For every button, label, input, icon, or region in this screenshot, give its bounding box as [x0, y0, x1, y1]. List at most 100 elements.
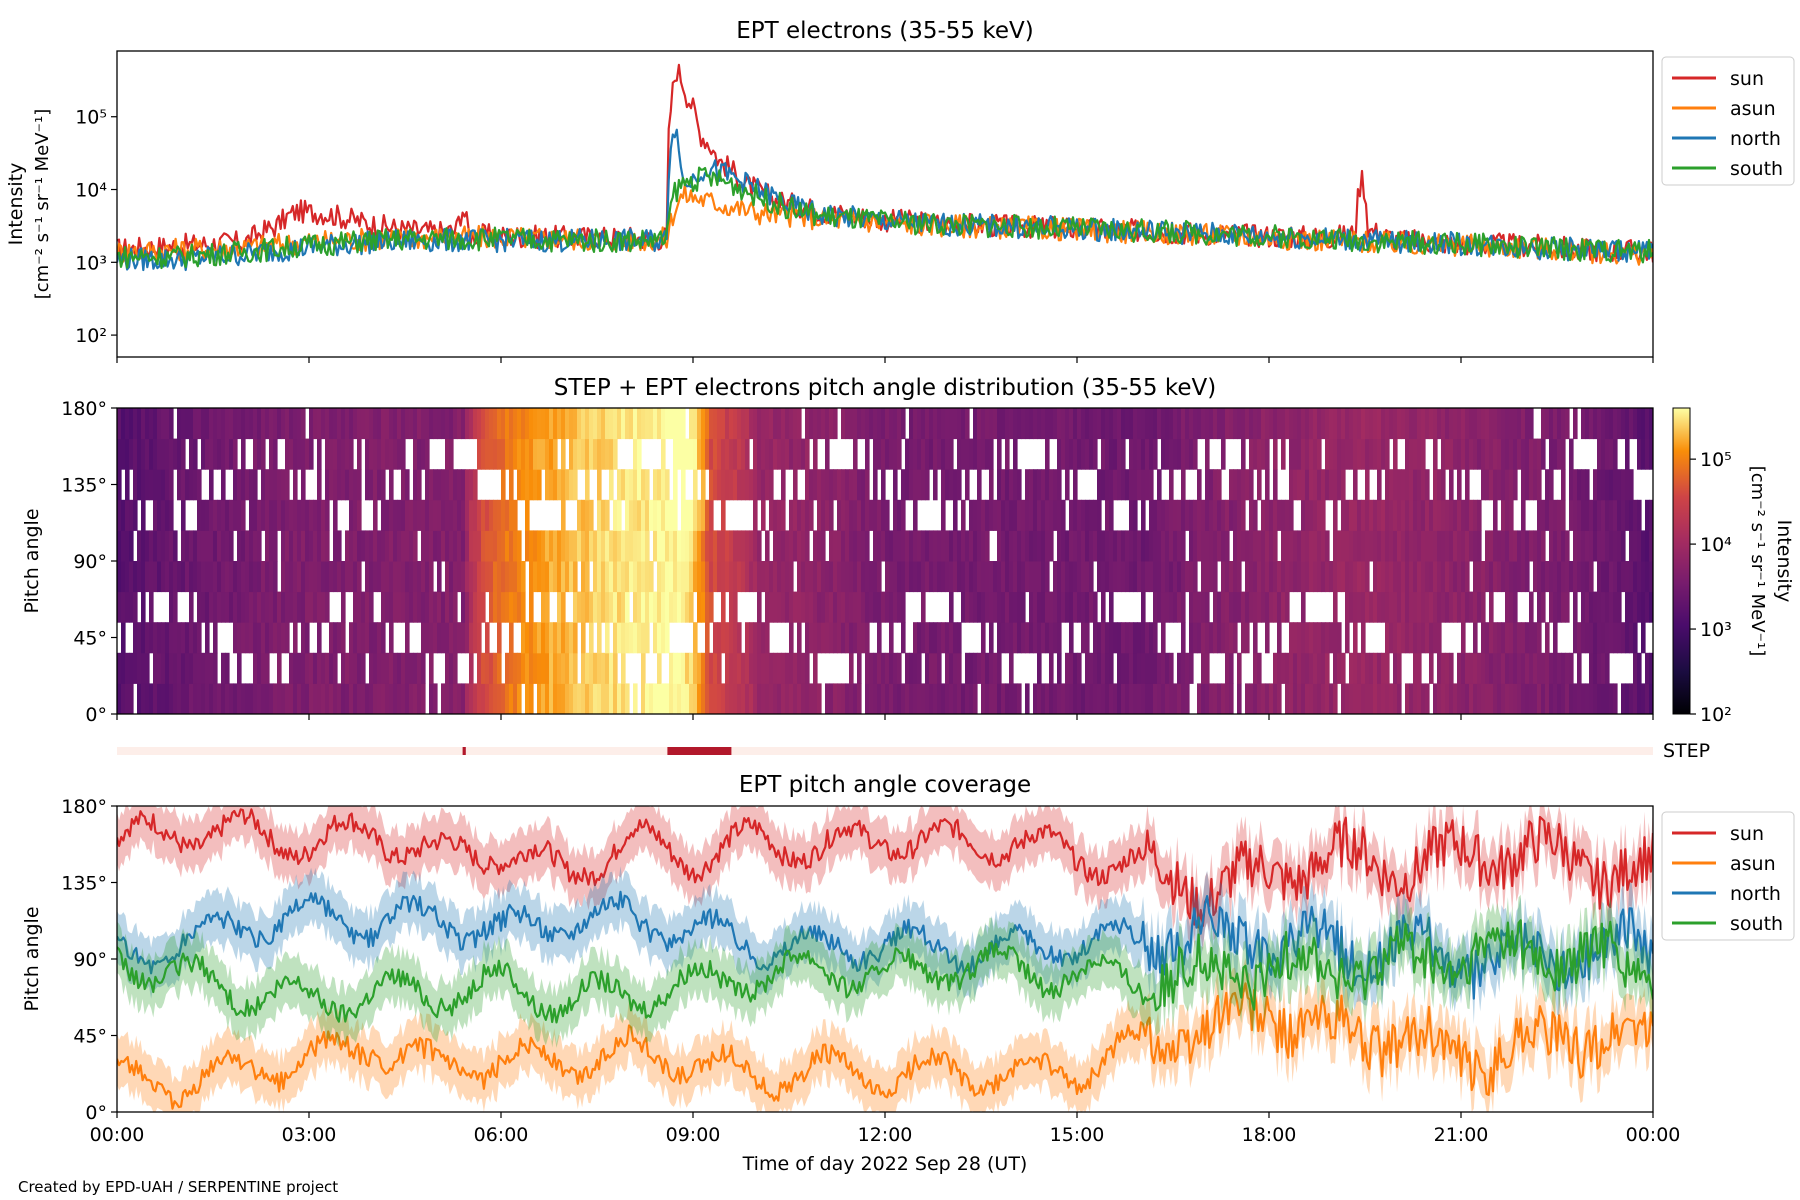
heatmap-cell: [1385, 683, 1390, 714]
heatmap-cell: [1189, 561, 1194, 593]
heatmap-cell: [145, 408, 150, 440]
heatmap-cell: [969, 438, 974, 470]
heatmap-cell: [325, 469, 330, 501]
heatmap-cell: [641, 499, 646, 531]
heatmap-cell: [1425, 499, 1430, 531]
heatmap-cell: [1257, 438, 1262, 470]
heatmap-cell: [1285, 591, 1290, 623]
heatmap-cell: [649, 591, 654, 623]
heatmap-cell: [665, 408, 670, 440]
heatmap-cell: [1421, 438, 1426, 470]
heatmap-cell: [769, 499, 774, 531]
heatmap-cell: [1209, 622, 1214, 654]
heatmap-cell: [485, 622, 490, 654]
heatmap-cell: [1569, 683, 1574, 714]
heatmap-cell: [417, 408, 422, 440]
heatmap-cell: [497, 530, 502, 562]
heatmap-cell: [669, 499, 674, 531]
heatmap-cell: [1101, 591, 1106, 623]
heatmap-cell: [1045, 591, 1050, 623]
heatmap-cell: [837, 499, 842, 531]
heatmap-cell: [445, 499, 450, 531]
heatmap-cell: [433, 530, 438, 562]
heatmap-cell: [1385, 591, 1390, 623]
heatmap-cell: [373, 408, 378, 440]
heatmap-cell: [893, 469, 898, 501]
heatmap-cell: [1333, 438, 1338, 470]
heatmap-cell: [837, 591, 842, 623]
heatmap-cell: [605, 591, 610, 623]
heatmap-cell: [353, 591, 358, 623]
heatmap-cell: [697, 499, 702, 531]
heatmap-cell: [821, 591, 826, 623]
heatmap-cell: [1529, 469, 1534, 501]
heatmap-cell: [693, 499, 698, 531]
heatmap-cell: [265, 683, 270, 714]
heatmap-cell: [429, 652, 434, 684]
heatmap-cell: [241, 622, 246, 654]
heatmap-cell: [337, 683, 342, 714]
heatmap-cell: [1229, 683, 1234, 714]
heatmap-cell: [1545, 408, 1550, 440]
heatmap-cell: [661, 622, 666, 654]
heatmap-cell: [1025, 622, 1030, 654]
heatmap-cell: [177, 683, 182, 714]
heatmap-cell: [633, 438, 638, 470]
heatmap-cell: [1037, 591, 1042, 623]
heatmap-cell: [1641, 591, 1646, 623]
heatmap-cell: [301, 561, 306, 593]
heatmap-cell: [1453, 683, 1458, 714]
legend-label-sun: sun: [1730, 68, 1764, 90]
series-line-sun: [117, 808, 1653, 929]
heatmap-cell: [1133, 683, 1138, 714]
heatmap-cell: [1217, 530, 1222, 562]
heatmap-cell: [197, 622, 202, 654]
heatmap-cell: [1277, 622, 1282, 654]
heatmap-cell: [1365, 408, 1370, 440]
heatmap-cell: [937, 652, 942, 684]
heatmap-cell: [257, 530, 262, 562]
heatmap-cell: [1533, 530, 1538, 562]
heatmap-cell: [877, 530, 882, 562]
heatmap-cell: [1381, 561, 1386, 593]
heatmap-cell: [617, 469, 622, 501]
heatmap-cell: [1097, 530, 1102, 562]
heatmap-cell: [1205, 530, 1210, 562]
heatmap-cell: [1101, 561, 1106, 593]
heatmap-cell: [1157, 530, 1162, 562]
heatmap-cell: [557, 683, 562, 714]
heatmap-cell: [945, 683, 950, 714]
heatmap-cell: [717, 408, 722, 440]
heatmap-cell: [449, 683, 454, 714]
heatmap-cell: [1533, 469, 1538, 501]
heatmap-cell: [1197, 591, 1202, 623]
heatmap-cell: [613, 499, 618, 531]
heatmap-cell: [533, 408, 538, 440]
heatmap-cell: [433, 499, 438, 531]
heatmap-cell: [1201, 408, 1206, 440]
heatmap-cell: [1253, 408, 1258, 440]
y-tick-label: 135°: [61, 873, 107, 895]
heatmap-cell: [1069, 408, 1074, 440]
heatmap-cell: [581, 591, 586, 623]
heatmap-cell: [857, 683, 862, 714]
heatmap-cell: [261, 408, 266, 440]
heatmap-cell: [381, 683, 386, 714]
heatmap-cell: [297, 499, 302, 531]
heatmap-cell: [1433, 591, 1438, 623]
heatmap-cell: [1045, 499, 1050, 531]
heatmap-cell: [989, 683, 994, 714]
heatmap-cell: [833, 622, 838, 654]
heatmap-cell: [1045, 683, 1050, 714]
heatmap-cell: [1289, 408, 1294, 440]
heatmap-cell: [1385, 530, 1390, 562]
heatmap-cell: [437, 561, 442, 593]
heatmap-cell: [1549, 408, 1554, 440]
heatmap-cell: [237, 499, 242, 531]
heatmap-cell: [933, 408, 938, 440]
heatmap-cell: [1433, 469, 1438, 501]
heatmap-cell: [1077, 561, 1082, 593]
heatmap-cell: [485, 652, 490, 684]
heatmap-cell: [1165, 561, 1170, 593]
heatmap-cell: [1513, 530, 1518, 562]
